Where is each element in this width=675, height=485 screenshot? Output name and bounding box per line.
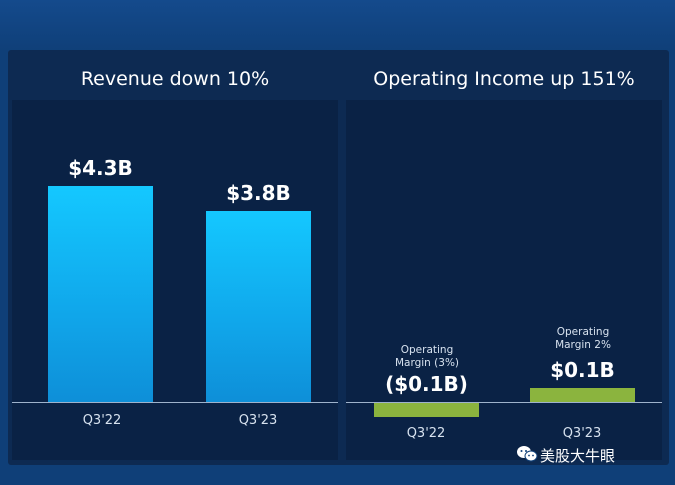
revenue-tick-q3-22: Q3'22	[82, 413, 122, 428]
operating-margin-note-q3-22: Operating Margin (3%)	[362, 344, 492, 370]
margin-note-line-1: Operating Margin 2%	[555, 326, 611, 351]
wechat-icon	[517, 446, 538, 462]
revenue-value-label-q3-23: $3.8B	[226, 181, 291, 206]
operating-income-value-label-q3-23: $0.1B	[550, 358, 615, 382]
cropped-slide-heading	[192, 0, 662, 10]
operating-income-tick-q3-23: Q3'23	[562, 426, 602, 441]
revenue-tick-q3-23: Q3'23	[238, 413, 278, 428]
operating-income-bar-q3-23	[530, 388, 635, 402]
slide-header-strip	[0, 0, 675, 52]
revenue-bar-q3-22	[48, 186, 153, 402]
operating-income-bar-q3-22	[374, 403, 479, 417]
revenue-baseline	[12, 402, 338, 403]
revenue-chart-title: Revenue down 10%	[80, 68, 270, 90]
operating-income-tick-q3-22: Q3'22	[406, 426, 446, 441]
watermark-text: 美股大牛眼	[540, 447, 616, 465]
operating-margin-note-q3-23: Operating Margin 2%	[518, 326, 648, 352]
operating-income-value-label-q3-22: ($0.1B)	[385, 372, 468, 396]
revenue-bar-q3-23	[206, 211, 311, 402]
margin-note-line-1: Operating Margin (3%)	[394, 344, 460, 369]
operating-income-baseline	[346, 402, 662, 403]
revenue-value-label-q3-22: $4.3B	[68, 156, 133, 181]
operating-income-chart-title: Operating Income up 151%	[373, 68, 635, 90]
